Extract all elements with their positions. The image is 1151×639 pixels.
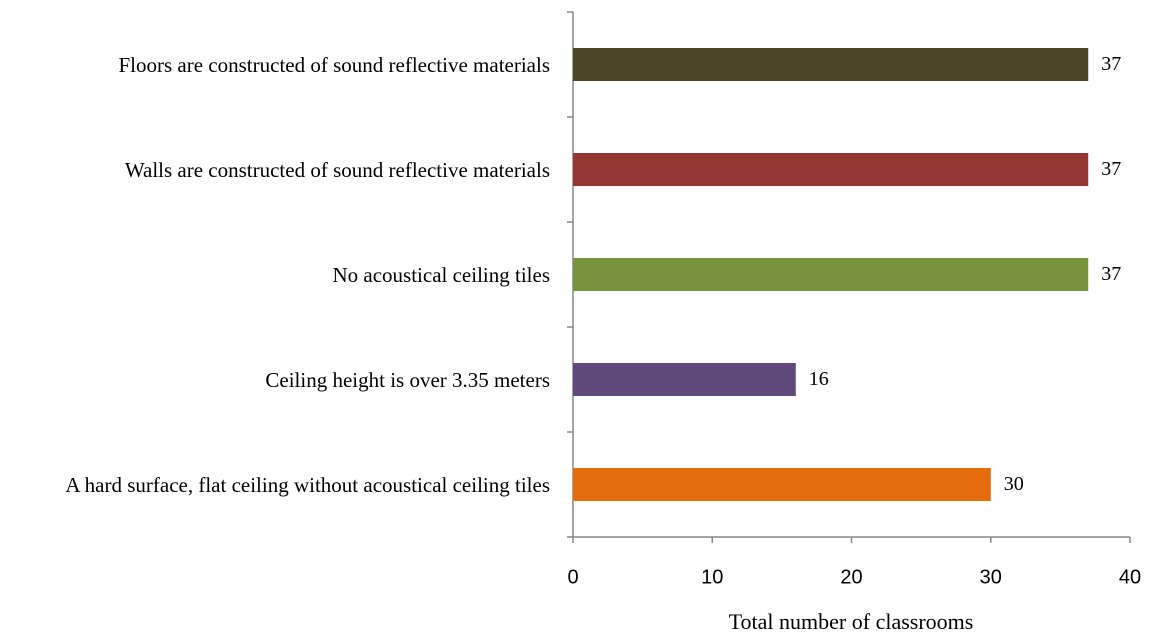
y-tick-label: A hard surface, flat ceiling without aco…	[65, 472, 550, 497]
x-axis-title: Total number of classrooms	[729, 609, 974, 634]
x-tick-label: 30	[980, 566, 1002, 588]
bar	[573, 363, 796, 396]
bar	[573, 153, 1089, 186]
value-label: 37	[1101, 158, 1121, 180]
y-tick-label: Walls are constructed of sound reflectiv…	[124, 157, 550, 182]
x-tick-label: 40	[1119, 566, 1141, 588]
y-tick-label: Floors are constructed of sound reflecti…	[118, 52, 550, 77]
bar	[573, 468, 991, 501]
value-label: 37	[1101, 263, 1121, 285]
x-tick-label: 0	[567, 566, 578, 588]
value-label: 37	[1101, 53, 1121, 75]
y-tick-label: Ceiling height is over 3.35 meters	[265, 367, 550, 392]
value-label: 30	[1004, 473, 1024, 495]
bar	[573, 258, 1089, 291]
bar	[573, 48, 1089, 81]
value-label: 16	[809, 368, 829, 390]
y-tick-label: No acoustical ceiling tiles	[332, 262, 550, 287]
x-tick-label: 10	[701, 566, 723, 588]
x-tick-label: 20	[840, 566, 862, 588]
